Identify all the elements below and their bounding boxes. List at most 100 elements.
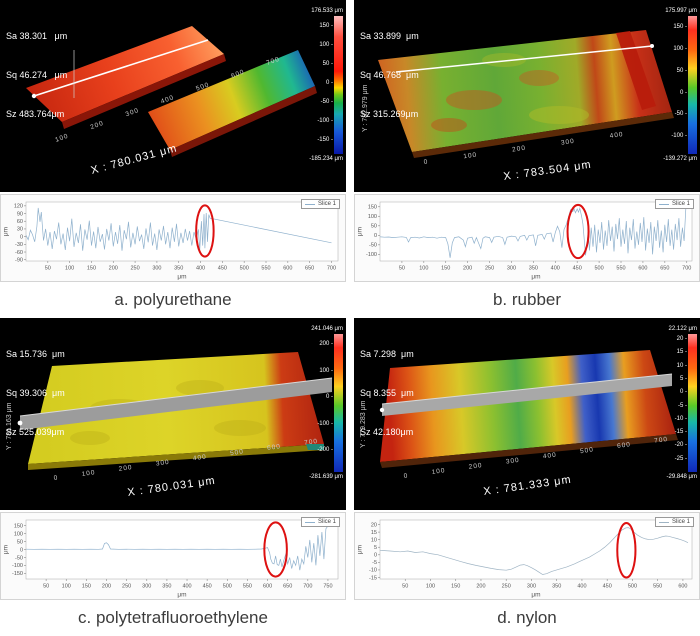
svg-text:90: 90 xyxy=(17,211,23,217)
svg-text:15: 15 xyxy=(371,530,377,536)
svg-text:550: 550 xyxy=(261,266,270,272)
svg-text:0: 0 xyxy=(20,234,23,240)
colorbar-gradient xyxy=(334,334,343,472)
svg-text:500: 500 xyxy=(240,266,249,272)
surface-blotch xyxy=(519,70,559,86)
svg-text:300: 300 xyxy=(152,266,161,272)
colorbar-max-label: 175.997 μm xyxy=(665,8,697,14)
svg-text:400: 400 xyxy=(182,584,191,590)
legend-box: Slice 1 xyxy=(300,517,340,527)
colorbar-max-label: 241.046 μm xyxy=(311,326,343,332)
x-axis-label-3d: X : 780.031 μm xyxy=(127,475,217,499)
x-axis-label-3d: X : 781.333 μm xyxy=(483,474,573,498)
svg-text:0: 0 xyxy=(374,233,377,239)
svg-text:-10: -10 xyxy=(369,568,377,574)
svg-text:700: 700 xyxy=(303,584,312,590)
svg-text:250: 250 xyxy=(502,584,511,590)
colorbar-tick-label: 150 - xyxy=(319,22,333,29)
roughness-params-a: Sa 38.301 μm Sq 46.274 μm Sz 483.764μm xyxy=(6,4,67,147)
svg-text:-90: -90 xyxy=(15,258,23,264)
legend-label: Slice 1 xyxy=(317,201,336,207)
colorbar-gradient xyxy=(688,334,697,472)
svg-text:μm: μm xyxy=(3,545,10,554)
svg-text:μm: μm xyxy=(357,545,364,554)
svg-text:500: 500 xyxy=(595,266,604,272)
svg-text:150: 150 xyxy=(441,266,450,272)
svg-text:100: 100 xyxy=(62,584,71,590)
surface-3d-render-d: Y : 779.283 μm 0 100 200 300 400 500 600… xyxy=(360,350,678,498)
surface-3d-render-b: Y : 782.979 μm 0 100 200 300 400 X : 783… xyxy=(362,30,674,183)
svg-text:150: 150 xyxy=(451,584,460,590)
slab-front-face xyxy=(28,444,324,470)
svg-text:20: 20 xyxy=(371,522,377,528)
svg-text:550: 550 xyxy=(653,584,662,590)
colorbar-tick-label: -20 - xyxy=(674,442,687,449)
param-sq: Sq 8.355 μm xyxy=(360,388,414,398)
svg-text:100: 100 xyxy=(419,266,428,272)
param-sq: Sq 39.306 μm xyxy=(6,388,65,398)
legend-label: Slice 1 xyxy=(317,519,336,525)
svg-text:450: 450 xyxy=(573,266,582,272)
colorbar-max-label: 176.533 μm xyxy=(311,8,343,14)
colorbar-min-label: -139.272 μm xyxy=(663,156,697,162)
x-axis-label-3d: X : 783.504 μm xyxy=(503,159,593,183)
svg-text:600: 600 xyxy=(638,266,647,272)
slab-surface xyxy=(380,350,676,462)
svg-text:μm: μm xyxy=(531,274,540,281)
param-sq: Sq 46.768 μm xyxy=(360,70,419,80)
svg-text:700: 700 xyxy=(682,266,691,272)
svg-text:μm: μm xyxy=(531,592,540,599)
panel-b: Sa 33.899 μm Sq 46.768 μm Sz 315.269μm xyxy=(354,0,700,318)
colorbar-tick-label: 0 - xyxy=(679,389,687,396)
slice-plane xyxy=(382,374,672,416)
surface-blotch xyxy=(446,90,502,110)
svg-text:-15: -15 xyxy=(369,575,377,581)
slice-line xyxy=(395,45,653,73)
svg-text:μm: μm xyxy=(357,227,364,236)
svg-text:150: 150 xyxy=(87,266,96,272)
caption-b: b. rubber xyxy=(492,290,562,309)
svg-text:350: 350 xyxy=(162,584,171,590)
slice-line xyxy=(33,39,209,97)
colorbar-gradient xyxy=(688,16,697,154)
legend-line-sample xyxy=(304,203,315,205)
roughness-params-d: Sa 7.298 μm Sq 8.355 μm Sz 42.180μm xyxy=(360,322,414,465)
svg-text:μm: μm xyxy=(177,274,186,281)
roughness-params-b: Sa 33.899 μm Sq 46.768 μm Sz 315.269μm xyxy=(360,4,419,147)
surface-view-c: Sa 15.736 μm Sq 39.306 μm Sz 525.039μm xyxy=(0,318,346,510)
colorbar-gradient xyxy=(334,16,343,154)
caption-a: a. polyurethane xyxy=(114,290,232,309)
colorbar-tick-label: 100 - xyxy=(673,45,687,52)
colorbar-tick-label: -50 - xyxy=(674,111,687,118)
param-sa: Sa 38.301 μm xyxy=(6,31,68,41)
svg-text:μm: μm xyxy=(3,227,10,236)
colorbar-body: 150 - 100 - 50 - 0 - -50 - -100 - -150 - xyxy=(285,16,343,154)
colorbar-body: 150 - 100 - 50 - 0 - -50 - -100 - xyxy=(639,16,697,154)
param-sa: Sa 15.736 μm xyxy=(6,349,65,359)
height-colorbar-d: 22.122 μm 20 - 15 - 10 - 5 - 0 - -5 - -10 - -15… xyxy=(639,325,697,481)
svg-text:550: 550 xyxy=(243,584,252,590)
svg-text:-100: -100 xyxy=(12,563,23,569)
slice-plane-edge xyxy=(381,373,673,405)
svg-text:-100: -100 xyxy=(366,252,377,258)
svg-text:250: 250 xyxy=(122,584,131,590)
svg-text:30: 30 xyxy=(17,227,23,233)
slice-marker-dot xyxy=(31,93,37,99)
param-sz: Sz 483.764μm xyxy=(6,109,65,119)
profile-chart-a: 120 90 60 30 0 -30 -60 -90 50 100 150 200 250 300 350 4… xyxy=(0,194,346,282)
svg-text:-30: -30 xyxy=(15,242,23,248)
param-sz: Sz 42.180μm xyxy=(360,427,414,437)
roughness-params-c: Sa 15.736 μm Sq 39.306 μm Sz 525.039μm xyxy=(6,322,65,465)
svg-text:-50: -50 xyxy=(369,243,377,249)
caption-d: d. nylon xyxy=(497,608,557,627)
colorbar-tick-label: -5 - xyxy=(678,402,687,409)
colorbar-tick-label: 200 - xyxy=(319,341,333,348)
colorbar-body: 20 - 15 - 10 - 5 - 0 - -5 - -10 - -15 - -20 - -25… xyxy=(639,334,697,472)
colorbar-tick-label: -25 - xyxy=(674,455,687,462)
svg-text:50: 50 xyxy=(371,224,377,230)
legend-box: Slice 1 xyxy=(300,199,340,209)
svg-text:350: 350 xyxy=(174,266,183,272)
slice-marker-dot xyxy=(650,44,654,48)
legend-box: Slice 1 xyxy=(654,517,694,527)
